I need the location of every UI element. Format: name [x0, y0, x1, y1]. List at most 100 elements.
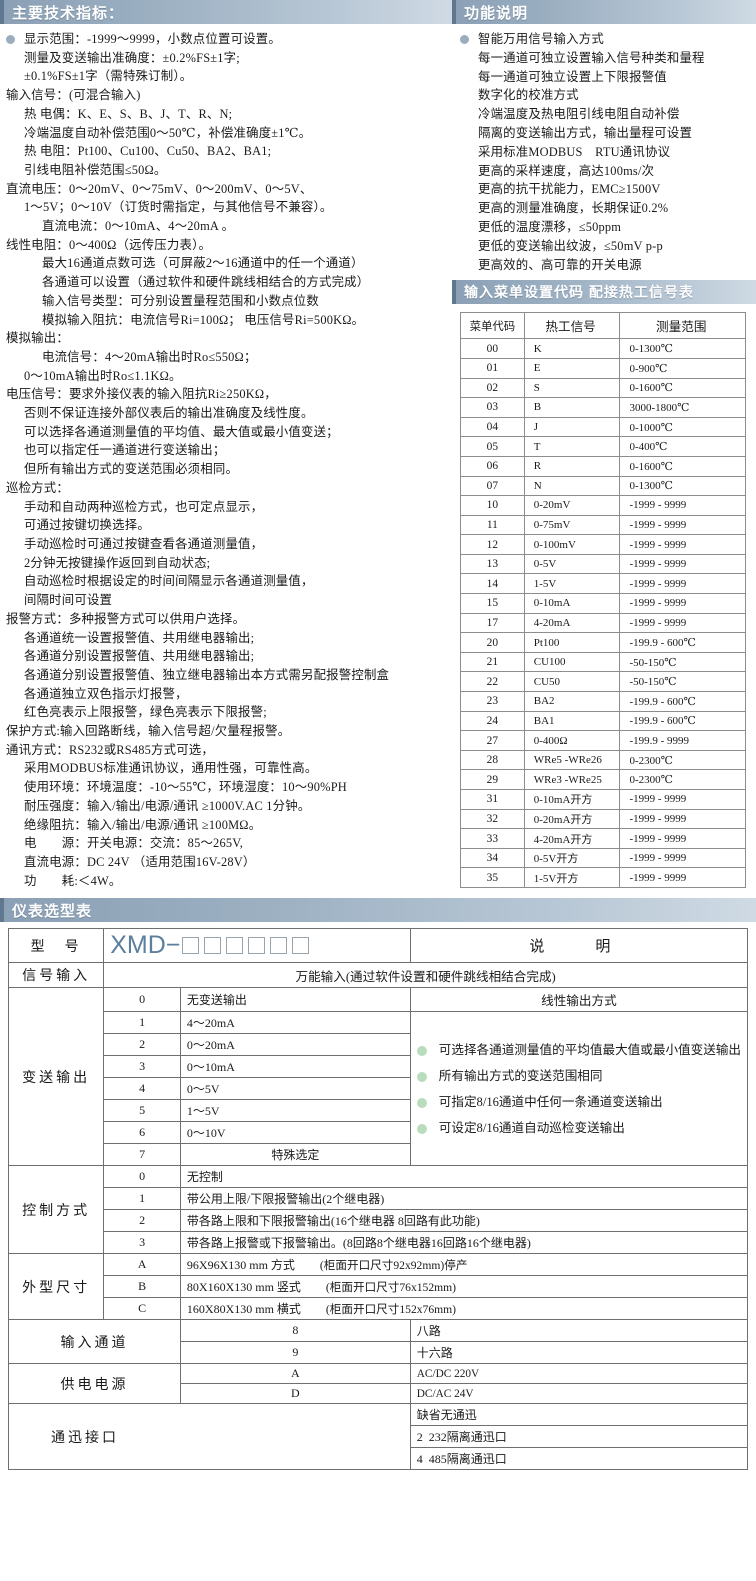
dim-cell-1: 80X160X130 mm 竖式 (柜面开口尺寸76x152mm) [179, 1275, 749, 1299]
signal-range: 0-2300℃ [619, 749, 746, 771]
bullet-icon [416, 1123, 427, 1134]
signal-range: -1999 - 9999 [619, 867, 746, 888]
spec-text: 引线电阻补偿范围≤50Ω。 [24, 162, 167, 177]
model-box[interactable] [292, 937, 310, 955]
transmit-label: 变送输出 [7, 987, 105, 1167]
row-transmit-6: 6 0～10V [9, 1121, 748, 1145]
model-box[interactable] [226, 937, 244, 955]
spec-line: 各通道分别设置报警值、共用继电器输出; [6, 647, 448, 666]
comm-cell-2: 4 485隔离通迅口 [409, 1447, 749, 1471]
func-text: 更高的抗干扰能力，EMC≥1500V [478, 182, 661, 197]
func-line: 隔离的变送输出方式，输出量程可设置 [460, 124, 752, 143]
spec-text: 耐压强度：输入/输出/电源/通讯 ≥1000V.AC 1分钟。 [24, 798, 311, 813]
signal-range: -1999 - 9999 [619, 553, 746, 575]
spec-line: 通讯方式：RS232或RS485方式可选， [6, 741, 448, 760]
spec-line: 0～10mA输出时Ro≤1.1KΩ。 [6, 367, 448, 386]
spec-line: 可通过按键切换选择。 [6, 516, 448, 535]
spec-line: 热 电阻：Pt100、Cu100、Cu50、BA2、BA1; [6, 142, 448, 161]
model-label: 型 号 [7, 928, 105, 964]
signal-code: 21 [460, 651, 525, 673]
table-row: 07 N 0-1300℃ [460, 475, 746, 497]
main-specs-header: 主要技术指标： [0, 0, 452, 24]
spec-text: 采用MODBUS标准通讯协议，通用性强，可靠性高。 [24, 761, 318, 776]
table-row: 15 0-10mA -1999 - 9999 [460, 593, 746, 614]
signal-code: 35 [460, 867, 525, 888]
spec-text: 也可以指定任一通道进行变送输出； [24, 443, 226, 458]
signal-range: -1999 - 9999 [619, 828, 746, 849]
spec-line: 电 源：开关电源：交流：85～265V, [6, 834, 448, 853]
table-row: 11 0-75mV -1999 - 9999 [460, 514, 746, 536]
row-transmit-5: 5 1～5V [9, 1099, 748, 1123]
spec-text: 输入信号：(可混合输入) [6, 88, 141, 103]
signal-code: 31 [460, 789, 525, 810]
table-row: 20 Pt100 -199.9 - 600℃ [460, 632, 746, 653]
func-line: 更低的温度漂移，≤50ppm [460, 218, 752, 237]
spec-line: 电流信号：4～20mA输出时Ro≤550Ω； [6, 348, 448, 367]
selection-table-title: 仪表选型表 [12, 902, 93, 920]
control-text-3: 带各路上报警或下报警输出。(8回路8个继电器16回路16个继电器) [179, 1231, 749, 1255]
model-box[interactable] [248, 937, 266, 955]
spec-line: 绝缘阻抗：输入/输出/电源/通讯 ≥100MΩ。 [6, 816, 448, 835]
dim-size-1: 80X160X130 mm 竖式 [186, 1280, 301, 1295]
signal-type: CU50 [523, 671, 621, 693]
spec-line: 直流电源：DC 24V （适用范围16V-28V） [6, 853, 448, 872]
transmit-code-7: 7 [103, 1143, 181, 1167]
table-row: 34 0-5V开方 -1999 - 9999 [460, 847, 746, 869]
col-header-range: 测量范围 [619, 312, 746, 340]
signal-code: 05 [460, 436, 525, 457]
signal-table-header: 输入菜单设置代码 配接热工信号表 [452, 280, 756, 305]
spec-text: 绝缘阻抗：输入/输出/电源/通讯 ≥100MΩ。 [24, 817, 262, 832]
signal-range: -50-150℃ [619, 651, 746, 673]
row-comm-0: 通迅接口 缺省无通迅 [8, 1403, 749, 1471]
signal-code: 34 [460, 847, 525, 869]
linear-output-header: 线性输出方式 [409, 987, 749, 1013]
row-channels-0: 输入通道 8 八路 [8, 1319, 749, 1365]
signal-range: -199.9 - 600℃ [619, 632, 746, 653]
signal-code: 23 [460, 691, 525, 712]
signal-code: 04 [460, 416, 525, 438]
signal-code: 22 [460, 671, 525, 693]
model-box[interactable] [204, 937, 222, 955]
spec-text: 否则不保证连接外部仪表后的输出准确度及线性度。 [24, 406, 314, 421]
signal-range: 0-1600℃ [619, 455, 746, 477]
func-text: 更低的温度漂移，≤50ppm [478, 219, 622, 234]
model-code-cell: XMD− [103, 928, 411, 964]
transmit-text-6: 0～10V [179, 1121, 411, 1145]
signal-code: 01 [460, 357, 525, 379]
spec-line: 最大16通道点数可选（可屏蔽2～16通道中的任一个通道） [6, 254, 448, 273]
spec-text: 使用环境：环境温度：-10～55℃，环境湿度：10～90%PH [24, 780, 347, 795]
signal-range: -50-150℃ [619, 671, 746, 693]
spec-text: 测量及变送输出准确度：±0.2%FS±1字; [24, 50, 240, 65]
control-text-2: 带各路上限和下限报警输出(16个继电器 8回路有此功能) [179, 1209, 749, 1233]
spec-line: 各通道可以设置（通过软件和硬件跳线相结合的方式完成） [6, 273, 448, 292]
control-code-3: 3 [103, 1231, 181, 1255]
comm-text-2: 485隔离通迅口 [428, 1452, 507, 1467]
transmit-code-2: 2 [103, 1033, 181, 1057]
spec-text: ±0.1%FS±1字（需特殊订制）。 [24, 69, 193, 84]
table-row: 31 0-10mA开方 -1999 - 9999 [460, 789, 746, 810]
spec-line: 线性电阻：0～400Ω（远传压力表）。 [6, 236, 448, 255]
comm-code-1: 2 [416, 1430, 423, 1445]
power-label: 供电电源 [8, 1363, 181, 1405]
transmit-code-6: 6 [103, 1121, 181, 1145]
table-row: 13 0-5V -1999 - 9999 [460, 553, 746, 575]
spec-line: ±0.1%FS±1字（需特殊订制）。 [6, 67, 448, 86]
func-text: 每一通道可独立设置上下限报警值 [478, 69, 667, 84]
row-control-1: 1 带公用上限/下限报警输出(2个继电器) [9, 1187, 749, 1211]
model-box[interactable] [270, 937, 288, 955]
model-box[interactable] [182, 937, 200, 955]
main-specs-column: 主要技术指标： 显示范围：-1999～9999，小数点位置可设置。 测量及变送输出… [0, 0, 452, 890]
signal-type: 0-20mA开方 [523, 808, 621, 830]
spec-text: 手动和自动两种巡检方式，也可定点显示， [24, 499, 264, 514]
signal-type: R [523, 455, 621, 477]
func-text: 隔离的变送输出方式，输出量程可设置 [478, 125, 693, 140]
spec-line: 电压信号：要求外接仪表的输入阻抗Ri≥250KΩ， [6, 385, 448, 404]
signal-range: -1999 - 9999 [619, 534, 746, 555]
spec-text: 各通道分别设置报警值、独立继电器输出本方式需另配报警控制盒 [24, 667, 390, 682]
dim-note-1: (柜面开口尺寸76x152mm) [325, 1281, 457, 1295]
spec-text: 但所有输出方式的变送范围必须相同。 [24, 462, 239, 477]
spec-line: 保护方式:输入回路断线，输入信号超/欠量程报警。 [6, 722, 448, 741]
spec-text: 1～5V；0～10V（订货时需指定，与其他信号不兼容）。 [24, 200, 333, 215]
func-text: 更高的测量准确度，长期保证0.2% [478, 201, 669, 216]
signal-type: T [523, 436, 621, 457]
